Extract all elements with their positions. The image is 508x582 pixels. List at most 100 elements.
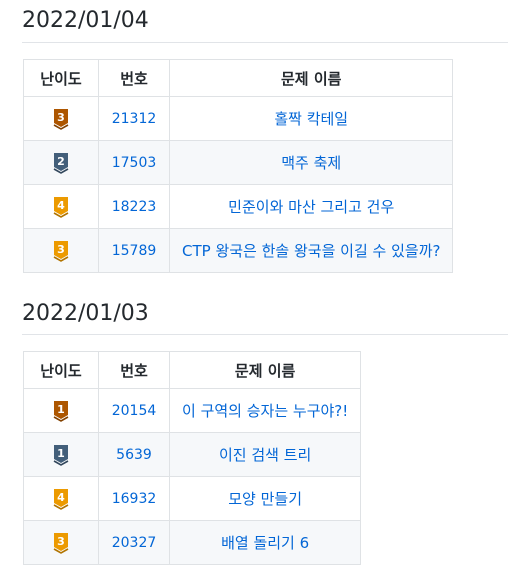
problem-table: 난이도 번호 문제 이름 1 20154 이 구역의 승자는 누구야?! 1 5… xyxy=(23,351,362,565)
level-cell: 2 xyxy=(23,140,99,185)
tier-badge-icon: 4 xyxy=(53,488,69,510)
table-row: 3 15789 CTP 왕국은 한솔 왕국을 이길 수 있을까? xyxy=(23,228,454,273)
tier-shield-body xyxy=(54,196,68,215)
tier-badge-icon: 3 xyxy=(53,108,69,130)
bronze-tier-shield-icon: 3 xyxy=(53,108,69,130)
problem-name-link[interactable]: 이진 검색 트리 xyxy=(218,446,312,464)
level-cell: 1 xyxy=(23,432,99,477)
table-row: 4 16932 모양 만들기 xyxy=(23,476,362,521)
header-number: 번호 xyxy=(98,59,170,97)
silver-tier-shield-icon: 1 xyxy=(53,444,69,466)
tier-shield-body xyxy=(54,400,68,419)
gold-tier-shield-icon: 3 xyxy=(53,532,69,554)
level-cell: 4 xyxy=(23,184,99,229)
name-cell: CTP 왕국은 한솔 왕국을 이길 수 있을까? xyxy=(168,228,454,273)
problem-number-link[interactable]: 15789 xyxy=(111,242,157,259)
tier-badge-icon: 2 xyxy=(53,152,69,174)
level-cell: 4 xyxy=(23,476,99,521)
header-number: 번호 xyxy=(98,351,170,389)
number-cell: 20327 xyxy=(98,520,170,565)
tier-level-label: 4 xyxy=(57,199,65,212)
problem-number-link[interactable]: 18223 xyxy=(111,198,157,215)
tier-level-label: 3 xyxy=(57,243,65,256)
section-divider xyxy=(22,334,508,335)
level-cell: 3 xyxy=(23,520,99,565)
tier-chevron xyxy=(53,547,69,554)
name-cell: 이진 검색 트리 xyxy=(168,432,362,477)
table-row: 2 17503 맥주 축제 xyxy=(23,140,454,185)
number-cell: 20154 xyxy=(98,388,170,433)
header-level: 난이도 xyxy=(23,351,99,389)
number-cell: 5639 xyxy=(98,432,170,477)
header-name: 문제 이름 xyxy=(168,59,454,97)
tier-shield-body xyxy=(54,532,68,551)
tier-chevron xyxy=(53,255,69,262)
problem-number-link[interactable]: 16932 xyxy=(111,490,157,507)
tier-level-label: 3 xyxy=(57,535,65,548)
problem-name-link[interactable]: 맥주 축제 xyxy=(281,154,342,172)
tier-chevron xyxy=(53,459,69,466)
tier-chevron xyxy=(53,123,69,130)
number-cell: 17503 xyxy=(98,140,170,185)
tier-level-label: 4 xyxy=(57,491,65,504)
silver-tier-shield-icon: 2 xyxy=(53,152,69,174)
problem-number-link[interactable]: 5639 xyxy=(116,446,152,463)
problem-name-link[interactable]: 홀짝 칵테일 xyxy=(274,110,349,128)
tier-shield-body xyxy=(54,240,68,259)
tier-shield-body xyxy=(54,152,68,171)
tier-level-label: 1 xyxy=(57,403,65,416)
problem-number-link[interactable]: 17503 xyxy=(111,154,157,171)
gold-tier-shield-icon: 3 xyxy=(53,240,69,262)
table-row: 1 20154 이 구역의 승자는 누구야?! xyxy=(23,388,362,433)
problem-name-link[interactable]: CTP 왕국은 한솔 왕국을 이길 수 있을까? xyxy=(182,242,441,260)
tier-badge-icon: 1 xyxy=(53,400,69,422)
section-divider xyxy=(22,42,508,43)
level-cell: 3 xyxy=(23,228,99,273)
section-date-title: 2022/01/04 xyxy=(22,8,149,33)
tier-shield-body xyxy=(54,108,68,127)
name-cell: 민준이와 마산 그리고 건우 xyxy=(168,184,454,229)
problem-number-link[interactable]: 20327 xyxy=(111,534,157,551)
table-row: 3 21312 홀짝 칵테일 xyxy=(23,96,454,141)
problem-name-link[interactable]: 배열 돌리기 6 xyxy=(221,534,310,552)
bronze-tier-shield-icon: 1 xyxy=(53,400,69,422)
table-row: 3 20327 배열 돌리기 6 xyxy=(23,520,362,565)
gold-tier-shield-icon: 4 xyxy=(53,196,69,218)
tier-shield-body xyxy=(54,444,68,463)
table-header-row: 난이도 번호 문제 이름 xyxy=(23,351,362,389)
tier-badge-icon: 3 xyxy=(53,532,69,554)
tier-chevron xyxy=(53,415,69,422)
number-cell: 15789 xyxy=(98,228,170,273)
problem-table: 난이도 번호 문제 이름 3 21312 홀짝 칵테일 2 17503 맥주 축… xyxy=(23,59,454,273)
name-cell: 모양 만들기 xyxy=(168,476,362,521)
level-cell: 3 xyxy=(23,96,99,141)
tier-level-label: 2 xyxy=(57,155,65,168)
number-cell: 18223 xyxy=(98,184,170,229)
problem-number-link[interactable]: 21312 xyxy=(111,110,157,127)
number-cell: 16932 xyxy=(98,476,170,521)
tier-badge-icon: 3 xyxy=(53,240,69,262)
gold-tier-shield-icon: 4 xyxy=(53,488,69,510)
tier-chevron xyxy=(53,167,69,174)
tier-chevron xyxy=(53,503,69,510)
tier-badge-icon: 4 xyxy=(53,196,69,218)
tier-level-label: 3 xyxy=(57,111,65,124)
name-cell: 맥주 축제 xyxy=(168,140,454,185)
table-row: 4 18223 민준이와 마산 그리고 건우 xyxy=(23,184,454,229)
table-header-row: 난이도 번호 문제 이름 xyxy=(23,59,454,97)
name-cell: 이 구역의 승자는 누구야?! xyxy=(168,388,362,433)
tier-chevron xyxy=(53,211,69,218)
name-cell: 홀짝 칵테일 xyxy=(168,96,454,141)
name-cell: 배열 돌리기 6 xyxy=(168,520,362,565)
problem-name-link[interactable]: 이 구역의 승자는 누구야?! xyxy=(182,402,349,420)
number-cell: 21312 xyxy=(98,96,170,141)
table-row: 1 5639 이진 검색 트리 xyxy=(23,432,362,477)
problem-number-link[interactable]: 20154 xyxy=(111,402,157,419)
tier-level-label: 1 xyxy=(57,447,65,460)
section-date-title: 2022/01/03 xyxy=(22,301,149,326)
header-level: 난이도 xyxy=(23,59,99,97)
problem-name-link[interactable]: 민준이와 마산 그리고 건우 xyxy=(228,198,395,216)
problem-name-link[interactable]: 모양 만들기 xyxy=(228,490,303,508)
header-name: 문제 이름 xyxy=(168,351,362,389)
